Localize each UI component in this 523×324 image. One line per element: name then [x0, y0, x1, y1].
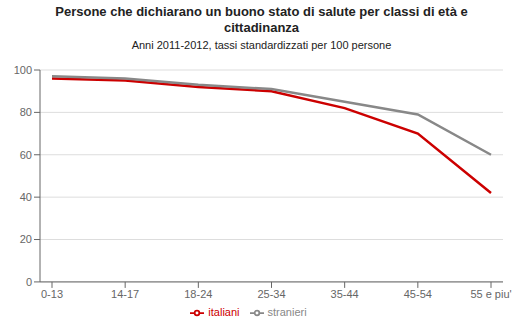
html-text:Anni 2011-2012, tassi standard: Anni 2011-2012, tassi standardizzati per…: [131, 39, 392, 51]
svg-text:80: 80: [20, 106, 32, 118]
svg-text:14-17: 14-17: [111, 288, 139, 300]
svg-text:0-13: 0-13: [41, 288, 63, 300]
svg-text:35-44: 35-44: [331, 288, 359, 300]
svg-text:55 e piu': 55 e piu': [470, 288, 511, 300]
svg-text:25-34: 25-34: [257, 288, 285, 300]
svg-text:100: 100: [14, 64, 32, 76]
svg-text:40: 40: [20, 191, 32, 203]
html-text:stranieri: stranieri: [267, 305, 307, 318]
svg-text:0: 0: [26, 276, 32, 288]
svg-text:45-54: 45-54: [404, 288, 432, 300]
html-text:Persone che dichiarano un buon: Persone che dichiarano un buono stato di…: [55, 4, 468, 35]
svg-text:20: 20: [20, 233, 32, 245]
svg-text:60: 60: [20, 149, 32, 161]
html-text:italiani: italiani: [208, 305, 240, 318]
svg-text:18-24: 18-24: [184, 288, 212, 300]
